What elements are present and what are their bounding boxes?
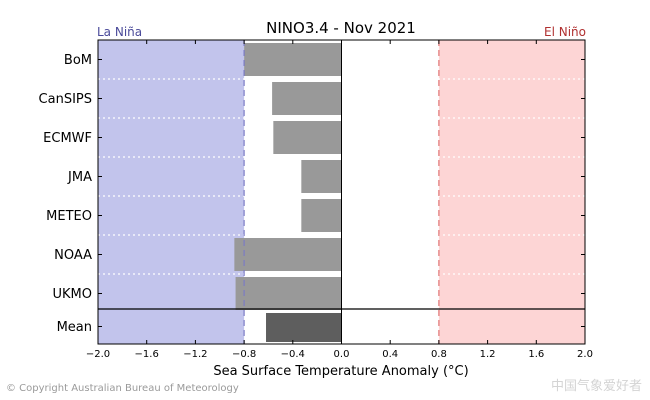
x-axis-label: Sea Surface Temperature Anomaly (°C): [213, 364, 468, 379]
bar-ukmo: [235, 277, 342, 310]
y-label-bom: BoM: [64, 53, 92, 68]
y-label-ukmo: UKMO: [53, 287, 93, 302]
bars: [234, 43, 342, 342]
chart-title: NINO3.4 - Nov 2021: [266, 19, 416, 37]
bar-noaa: [234, 238, 342, 271]
x-tick-label: 0.0: [334, 349, 350, 360]
x-tick-label: 1.2: [480, 349, 496, 360]
el-nino-region: [438, 40, 585, 344]
la-nina-label: La Niña: [97, 25, 142, 39]
region-shading: [98, 40, 585, 344]
y-label-cansips: CanSIPS: [39, 92, 92, 107]
la-nina-region: [98, 40, 245, 344]
y-label-jma: JMA: [67, 170, 92, 185]
x-tick-label: −1.2: [183, 349, 207, 360]
el-nino-label: El Niño: [544, 25, 586, 39]
x-axis-ticks: −2.0 −1.6 −1.2 −0.8 −0.4 0.0 0.4 0.8 1.2 1.6 2.0: [86, 40, 593, 360]
bar-meteo: [301, 199, 342, 232]
y-label-noaa: NOAA: [54, 248, 92, 263]
x-tick-label: 0.8: [431, 349, 447, 360]
separator-lines: [98, 78, 585, 275]
x-tick-label: 0.4: [382, 349, 398, 360]
y-label-meteo: METEO: [46, 209, 92, 224]
watermark-text: 中国气象爱好者: [550, 379, 642, 394]
x-tick-label: −0.4: [281, 349, 305, 360]
bar-mean: [266, 313, 342, 342]
threshold-lines: [243, 40, 440, 344]
y-label-ecmwf: ECMWF: [43, 131, 92, 146]
bar-jma: [301, 160, 342, 193]
y-axis-labels: BoM CanSIPS ECMWF JMA METEO NOAA UKMO Mean: [39, 53, 585, 335]
y-label-mean: Mean: [57, 320, 92, 335]
bar-cansips: [272, 82, 342, 115]
x-tick-label: −1.6: [135, 349, 159, 360]
x-tick-label: 1.6: [528, 349, 544, 360]
x-tick-label: 2.0: [577, 349, 593, 360]
x-tick-label: −0.8: [232, 349, 256, 360]
copyright-text: © Copyright Australian Bureau of Meteoro…: [6, 383, 239, 394]
x-tick-label: −2.0: [86, 349, 110, 360]
bar-bom: [244, 43, 342, 76]
bar-ecmwf: [273, 121, 342, 154]
